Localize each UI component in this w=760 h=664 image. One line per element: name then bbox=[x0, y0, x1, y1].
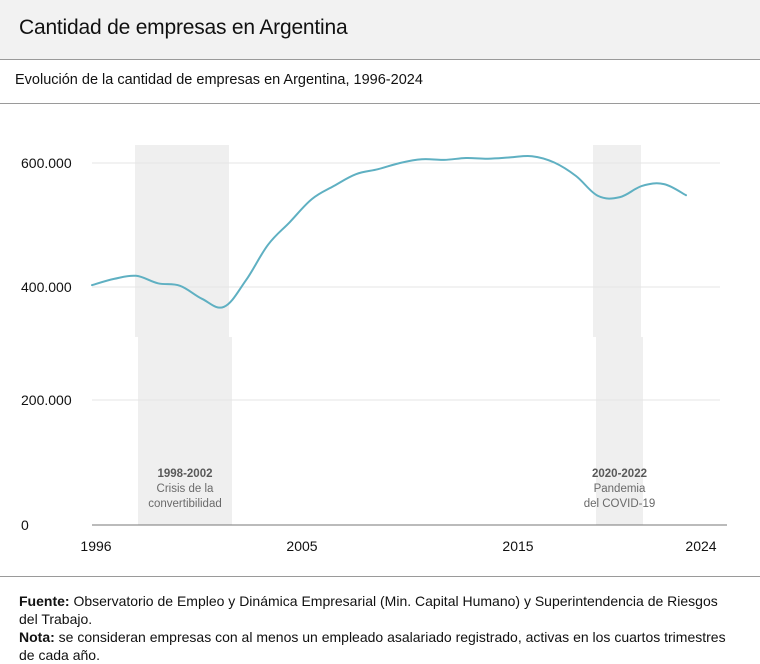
gridlines bbox=[92, 162, 720, 401]
data-point bbox=[464, 156, 469, 161]
data-point bbox=[596, 193, 601, 198]
data-point bbox=[112, 276, 117, 281]
data-point bbox=[508, 155, 513, 160]
data-point bbox=[684, 193, 689, 198]
data-point bbox=[398, 161, 403, 166]
x-tick-label: 2024 bbox=[685, 538, 716, 554]
y-tick-label: 600.000 bbox=[21, 155, 72, 171]
data-point bbox=[640, 183, 645, 188]
annotation-label: convertibilidad bbox=[148, 498, 222, 510]
source-label: Fuente: bbox=[19, 593, 70, 609]
series-line bbox=[91, 154, 687, 309]
data-point bbox=[90, 283, 95, 288]
data-point bbox=[200, 296, 205, 301]
y-tick-label: 400.000 bbox=[21, 279, 72, 295]
footer: Fuente: Observatorio de Empleo y Dinámic… bbox=[0, 576, 760, 664]
annotation-labels: 1998-2002 Crisis de la convertibilidad 2020… bbox=[148, 468, 655, 510]
data-point bbox=[134, 273, 139, 278]
chart-subtitle: Evolución de la cantidad de empresas en … bbox=[15, 72, 423, 88]
data-point bbox=[662, 182, 667, 187]
data-point bbox=[332, 183, 337, 188]
data-point bbox=[156, 281, 161, 286]
y-axis-labels: 400.000 600.000 0 200.000 bbox=[21, 155, 72, 533]
annotation-label: Crisis de la bbox=[157, 483, 214, 495]
annotation-band-upper bbox=[593, 145, 641, 337]
y-tick-label: 0 bbox=[21, 517, 29, 533]
annotation-band-upper bbox=[135, 145, 229, 337]
data-point bbox=[266, 242, 271, 247]
data-point bbox=[618, 195, 623, 200]
x-tick-label: 1996 bbox=[80, 538, 111, 554]
y-tick-label: 200.000 bbox=[21, 392, 72, 408]
data-point bbox=[574, 174, 579, 179]
subtitle-row: Evolución de la cantidad de empresas en … bbox=[0, 60, 760, 104]
header: Cantidad de empresas en Argentina bbox=[0, 0, 760, 60]
data-point bbox=[552, 160, 557, 165]
series bbox=[90, 154, 689, 309]
data-point bbox=[486, 156, 491, 161]
data-point bbox=[310, 197, 315, 202]
annotation-bands bbox=[135, 145, 643, 525]
data-point bbox=[420, 157, 425, 162]
annotation-label: Pandemia bbox=[594, 483, 646, 495]
x-tick-label: 2005 bbox=[286, 538, 317, 554]
note: Nota: se consideran empresas con al meno… bbox=[19, 628, 739, 664]
data-point bbox=[376, 167, 381, 172]
page-title: Cantidad de empresas en Argentina bbox=[19, 16, 348, 39]
data-point bbox=[244, 278, 249, 283]
x-tick-label: 2015 bbox=[502, 538, 533, 554]
source-note: Fuente: Observatorio de Empleo y Dinámic… bbox=[19, 592, 739, 628]
data-point bbox=[530, 154, 535, 159]
data-point bbox=[222, 304, 227, 309]
data-point bbox=[288, 219, 293, 224]
data-point bbox=[442, 157, 447, 162]
annotation-band-lower bbox=[138, 337, 232, 525]
annotation-label: del COVID-19 bbox=[584, 498, 656, 510]
annotation-label: 2020-2022 bbox=[592, 468, 647, 480]
annotation-label: 1998-2002 bbox=[158, 468, 213, 480]
note-label: Nota: bbox=[19, 629, 55, 645]
note-text: se consideran empresas con al menos un e… bbox=[19, 629, 726, 663]
data-point bbox=[178, 283, 183, 288]
annotation-band-lower bbox=[596, 337, 643, 525]
source-text: Observatorio de Empleo y Dinámica Empres… bbox=[19, 593, 718, 627]
x-axis-labels: 1996 2005 2015 2024 bbox=[80, 538, 716, 554]
data-point bbox=[354, 172, 359, 177]
